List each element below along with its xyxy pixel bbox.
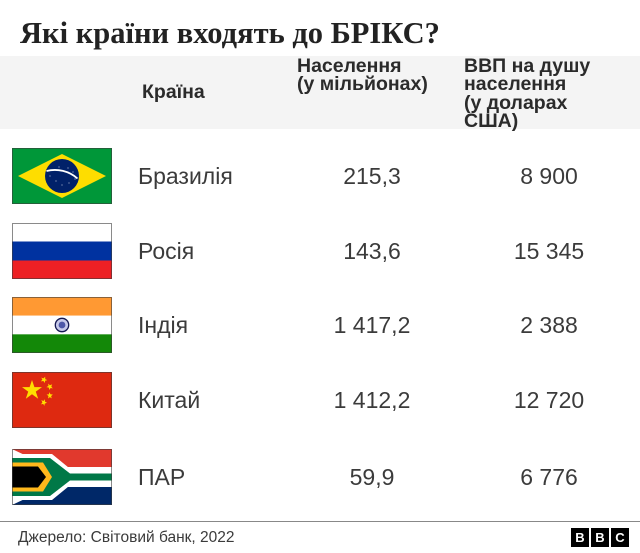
svg-text:C: C	[615, 530, 625, 545]
svg-text:B: B	[575, 530, 584, 545]
svg-text:B: B	[595, 530, 604, 545]
